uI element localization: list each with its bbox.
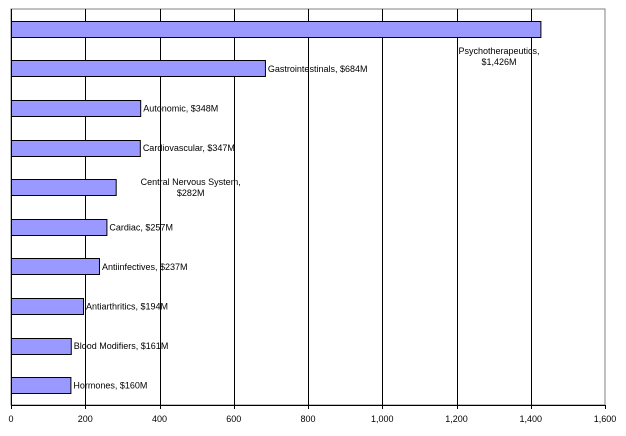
bar-gastrointestinals <box>11 60 266 77</box>
bar-hormones <box>11 377 72 394</box>
x-tick-label: 200 <box>78 414 93 424</box>
data-label: $282M <box>177 188 205 198</box>
x-tick-label: 800 <box>300 414 315 424</box>
bar-antiarthritics <box>11 298 85 315</box>
data-label: Antiarthritics, $194M <box>86 302 168 312</box>
data-label: Cardiovascular, $347M <box>143 143 235 153</box>
data-label: Antiinfectives, $237M <box>102 262 188 272</box>
x-tick-label: 0 <box>8 414 13 424</box>
bar-cardiovascular <box>11 140 141 157</box>
data-label: Central Nervous System, <box>141 177 241 187</box>
x-tick-label: 1,200 <box>445 414 468 424</box>
bar-central-nervous-system <box>11 179 117 196</box>
data-label: Hormones, $160M <box>73 381 147 391</box>
data-label: Psychotherapeutics, <box>458 46 539 56</box>
x-tick-label: 600 <box>226 414 241 424</box>
data-label: Autonomic, $348M <box>143 104 218 114</box>
x-tick-label: 400 <box>152 414 167 424</box>
bar-blood-modifiers <box>11 338 72 355</box>
data-label: Gastrointestinals, $684M <box>268 64 368 74</box>
bar-cardiac <box>11 219 108 236</box>
bar-antiinfectives <box>11 258 100 275</box>
bar-autonomic <box>11 100 142 117</box>
bar-psychotherapeutics <box>11 21 542 38</box>
x-tick-label: 1,400 <box>519 414 542 424</box>
x-tick-label: 1,000 <box>371 414 394 424</box>
data-label: Blood Modifiers, $161M <box>74 341 169 351</box>
data-label: $1,426M <box>481 57 516 67</box>
x-tick-label: 1,600 <box>594 414 617 424</box>
data-label: Cardiac, $257M <box>109 222 173 232</box>
